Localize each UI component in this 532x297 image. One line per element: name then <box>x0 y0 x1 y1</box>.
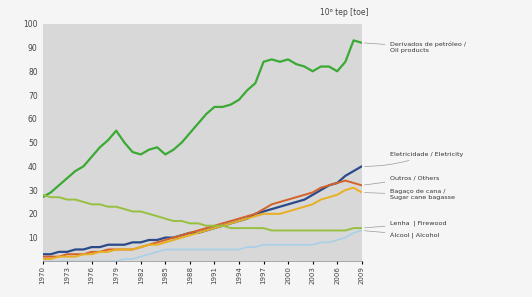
Text: Derivados de petróleo /
Oil products: Derivados de petróleo / Oil products <box>364 42 467 53</box>
Text: Lenha  | Firewood: Lenha | Firewood <box>364 221 447 228</box>
Text: Outros / Others: Outros / Others <box>364 176 440 185</box>
Text: Eletricidade / Eletricity: Eletricidade / Eletricity <box>364 152 464 166</box>
Text: Álcool | Alcohol: Álcool | Alcohol <box>364 231 440 238</box>
Text: Bagaço de cana /
Sugar cane bagasse: Bagaço de cana / Sugar cane bagasse <box>364 189 455 200</box>
Text: 10⁶ tep [toe]: 10⁶ tep [toe] <box>320 8 368 17</box>
